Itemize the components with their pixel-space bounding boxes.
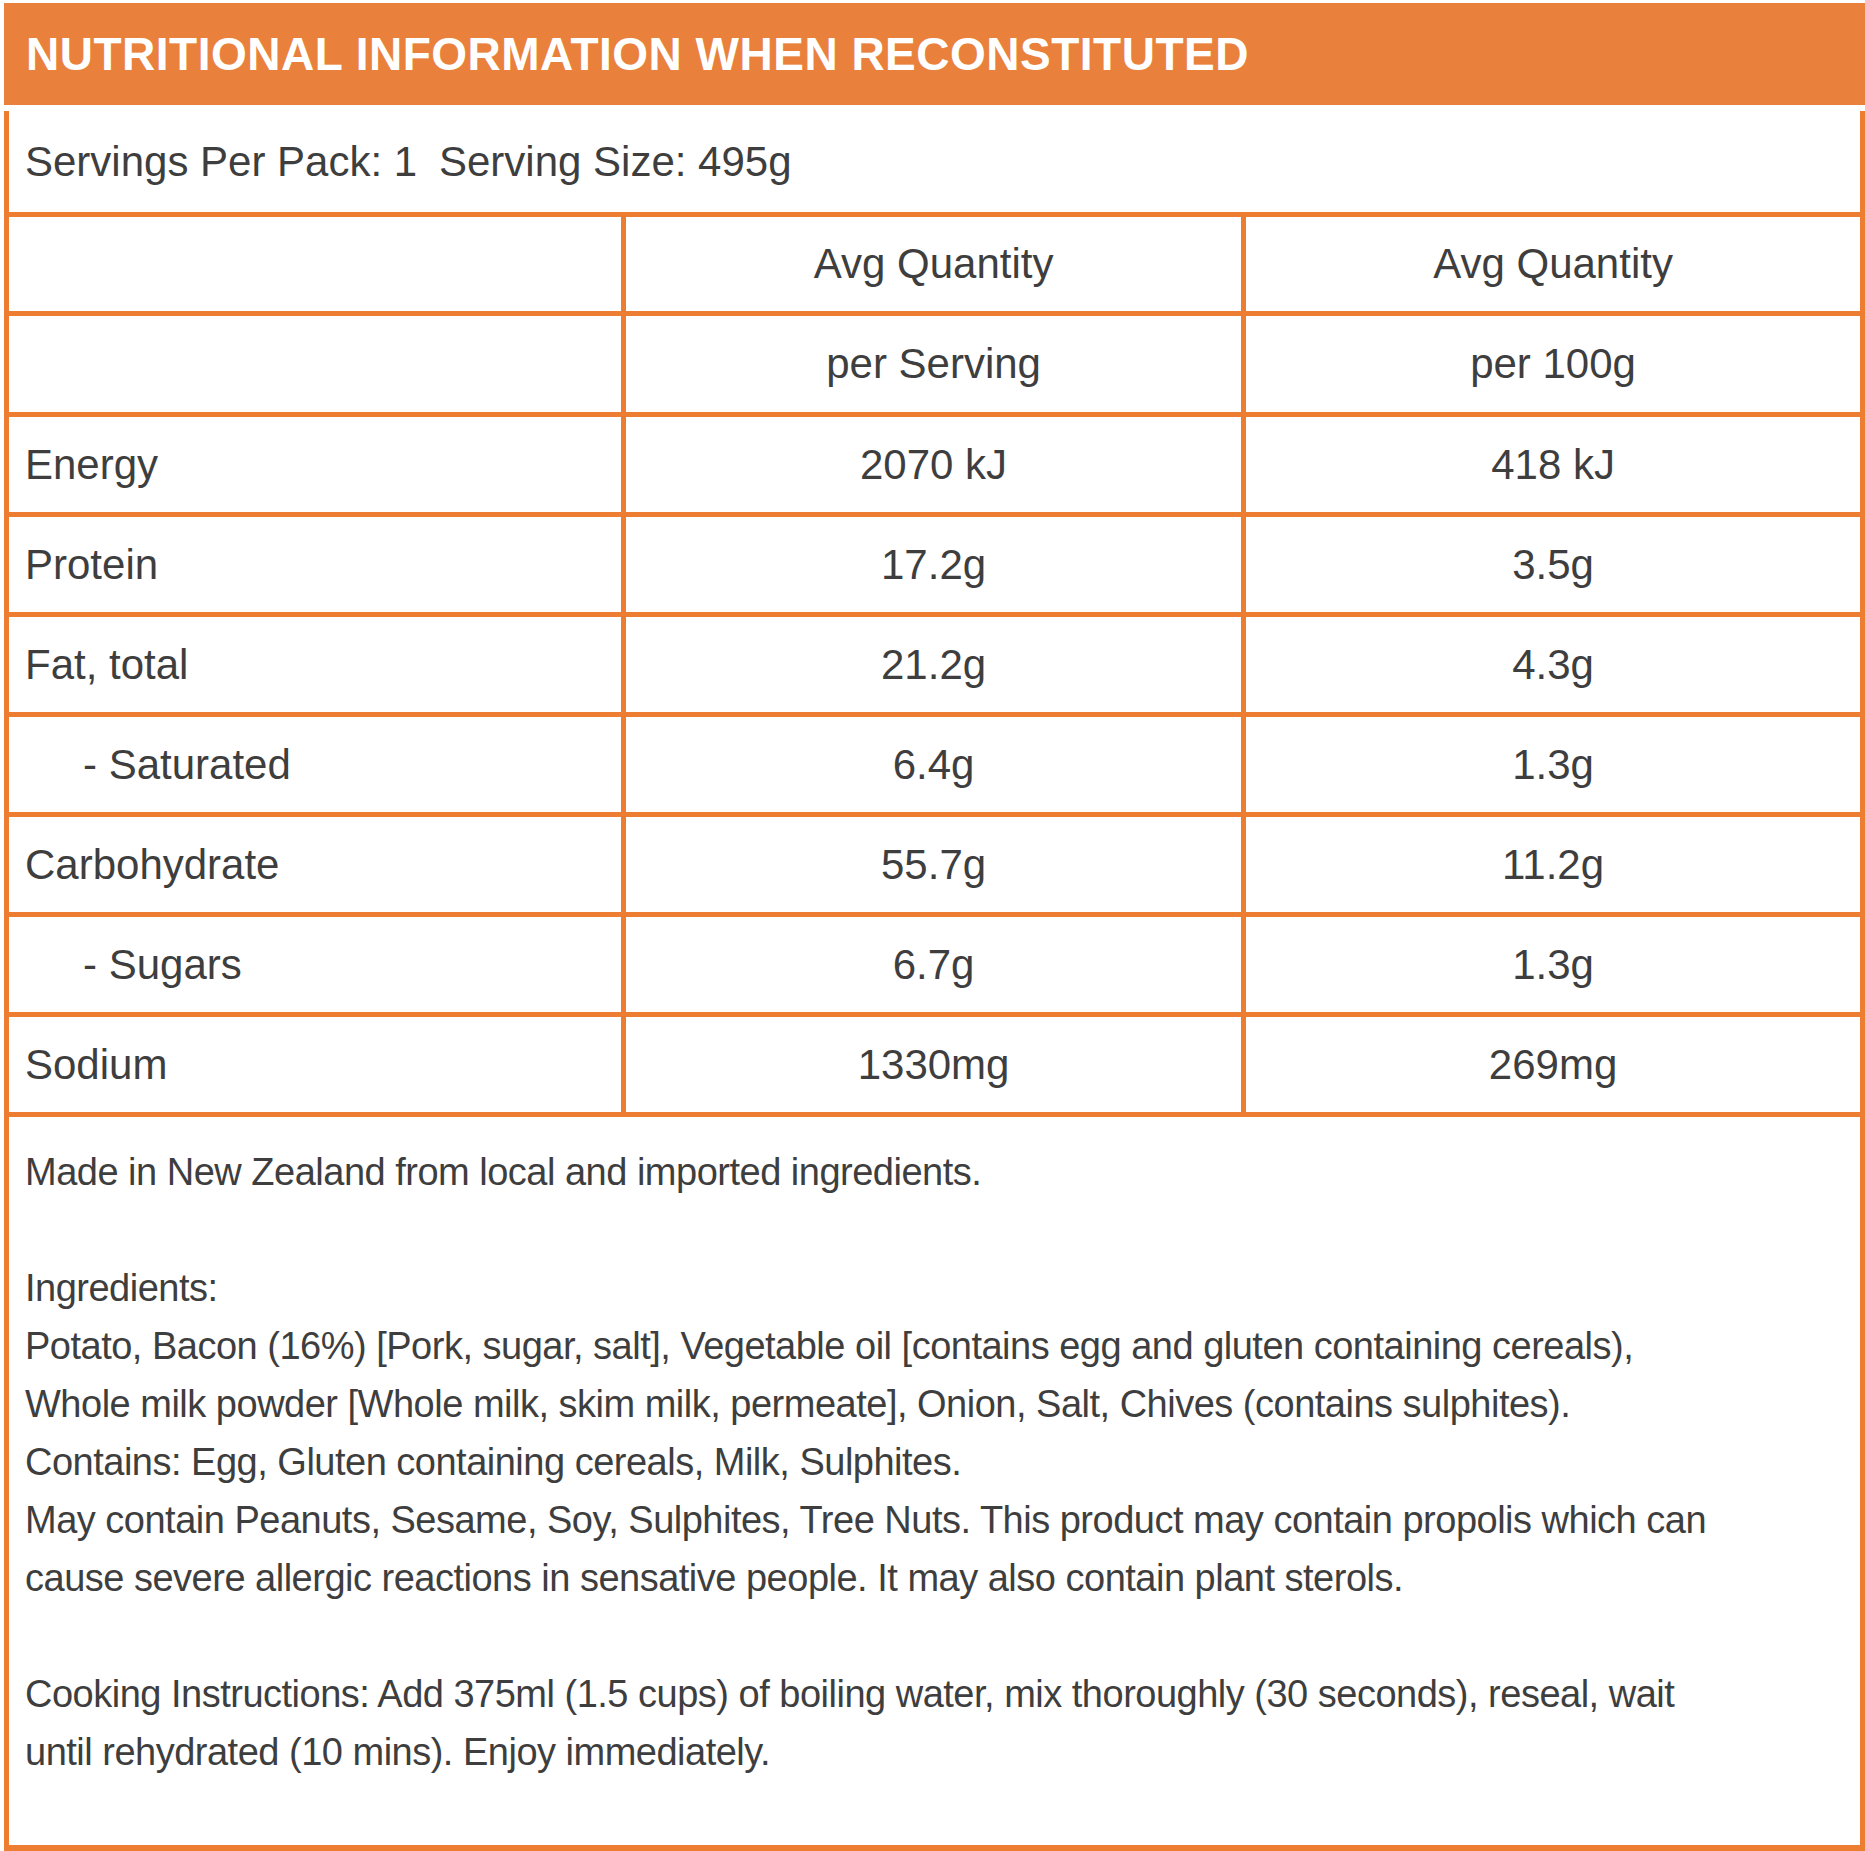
col-header-per-serving: per Serving	[624, 314, 1244, 415]
value-per-serving: 6.4g	[624, 715, 1244, 815]
text-line: cause severe allergic reactions in sensa…	[25, 1549, 1848, 1607]
text-line: May contain Peanuts, Sesame, Soy, Sulphi…	[25, 1491, 1848, 1549]
nutrition-label-page: NUTRITIONAL INFORMATION WHEN RECONSTITUT…	[0, 0, 1865, 1851]
nutrition-table: Avg Quantity Avg Quantity per Serving pe…	[9, 212, 1860, 1117]
table-header-row-2: per Serving per 100g	[9, 314, 1860, 415]
footer-paragraph: Ingredients:Potato, Bacon (16%) [Pork, s…	[25, 1259, 1848, 1607]
table-row-saturated: - Saturated 6.4g 1.3g	[9, 715, 1860, 815]
footer-paragraph: Cooking Instructions: Add 375ml (1.5 cup…	[25, 1665, 1848, 1781]
value-per-100g: 11.2g	[1244, 815, 1860, 915]
value-per-serving: 2070 kJ	[624, 415, 1244, 515]
nutrient-label: Sodium	[9, 1015, 624, 1115]
col-header-per-100g: per 100g	[1244, 314, 1860, 415]
value-per-serving: 55.7g	[624, 815, 1244, 915]
text-line: Whole milk powder [Whole milk, skim milk…	[25, 1375, 1848, 1433]
text-line: Potato, Bacon (16%) [Pork, sugar, salt],…	[25, 1317, 1848, 1375]
empty-header-cell	[9, 314, 624, 415]
value-per-serving: 1330mg	[624, 1015, 1244, 1115]
nutrient-label: Protein	[9, 515, 624, 615]
table-row-sugars: - Sugars 6.7g 1.3g	[9, 915, 1860, 1015]
table-header-row-1: Avg Quantity Avg Quantity	[9, 215, 1860, 314]
value-per-serving: 17.2g	[624, 515, 1244, 615]
value-per-100g: 4.3g	[1244, 615, 1860, 715]
table-row-carbohydrate: Carbohydrate 55.7g 11.2g	[9, 815, 1860, 915]
value-per-100g: 1.3g	[1244, 915, 1860, 1015]
nutrient-label: Fat, total	[9, 615, 624, 715]
col-header-avg-quantity-100g: Avg Quantity	[1244, 215, 1860, 314]
text-line: until rehydrated (10 mins). Enjoy immedi…	[25, 1723, 1848, 1781]
text-line: Cooking Instructions: Add 375ml (1.5 cup…	[25, 1665, 1848, 1723]
header-bar: NUTRITIONAL INFORMATION WHEN RECONSTITUT…	[4, 3, 1865, 105]
nutrient-label: Energy	[9, 415, 624, 515]
value-per-100g: 3.5g	[1244, 515, 1860, 615]
text-line: Made in New Zealand from local and impor…	[25, 1143, 1848, 1201]
servings-row: Servings Per Pack: 1 Serving Size: 495g	[9, 111, 1860, 212]
nutrient-label: - Sugars	[9, 915, 624, 1015]
value-per-100g: 1.3g	[1244, 715, 1860, 815]
table-row-protein: Protein 17.2g 3.5g	[9, 515, 1860, 615]
footer-text: Made in New Zealand from local and impor…	[9, 1117, 1860, 1845]
empty-header-cell	[9, 215, 624, 314]
nutrient-label: Carbohydrate	[9, 815, 624, 915]
text-line: Contains: Egg, Gluten containing cereals…	[25, 1433, 1848, 1491]
value-per-100g: 269mg	[1244, 1015, 1860, 1115]
value-per-100g: 418 kJ	[1244, 415, 1860, 515]
value-per-serving: 6.7g	[624, 915, 1244, 1015]
table-row-sodium: Sodium 1330mg 269mg	[9, 1015, 1860, 1115]
table-row-fat-total: Fat, total 21.2g 4.3g	[9, 615, 1860, 715]
col-header-avg-quantity-serving: Avg Quantity	[624, 215, 1244, 314]
servings-per-pack: Servings Per Pack: 1	[25, 138, 417, 186]
value-per-serving: 21.2g	[624, 615, 1244, 715]
text-line: Ingredients:	[25, 1259, 1848, 1317]
table-row-energy: Energy 2070 kJ 418 kJ	[9, 415, 1860, 515]
nutrient-label: - Saturated	[9, 715, 624, 815]
footer-paragraph: Made in New Zealand from local and impor…	[25, 1143, 1848, 1201]
content-box: Servings Per Pack: 1 Serving Size: 495g …	[4, 111, 1865, 1851]
page-title: NUTRITIONAL INFORMATION WHEN RECONSTITUT…	[26, 27, 1249, 81]
serving-size: Serving Size: 495g	[439, 138, 792, 186]
